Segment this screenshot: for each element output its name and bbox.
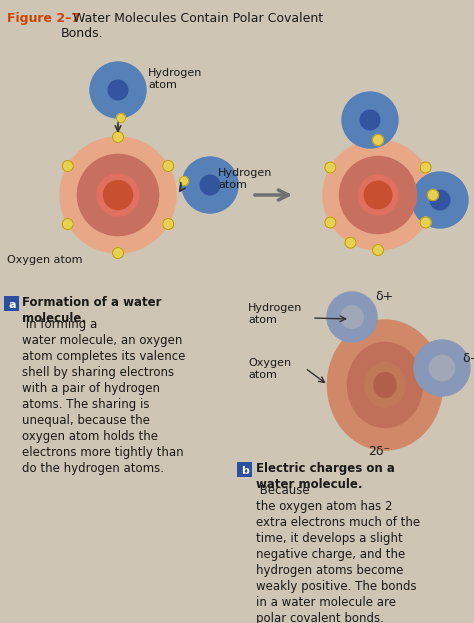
Text: Water Molecules Contain Polar Covalent
Bonds.: Water Molecules Contain Polar Covalent B… bbox=[61, 12, 323, 40]
Text: δ+: δ+ bbox=[375, 290, 393, 303]
Circle shape bbox=[103, 181, 133, 209]
Circle shape bbox=[62, 161, 73, 171]
Circle shape bbox=[420, 217, 431, 228]
Circle shape bbox=[341, 306, 363, 328]
Circle shape bbox=[339, 156, 417, 234]
Circle shape bbox=[62, 219, 73, 229]
Circle shape bbox=[327, 292, 377, 342]
Circle shape bbox=[429, 355, 455, 381]
Circle shape bbox=[112, 131, 124, 143]
Circle shape bbox=[345, 237, 356, 248]
Text: Because
the oxygen atom has 2
extra electrons much of the
time, it develops a sl: Because the oxygen atom has 2 extra elec… bbox=[256, 484, 420, 623]
Text: 2δ⁻: 2δ⁻ bbox=[368, 445, 390, 458]
Text: Oxygen atom: Oxygen atom bbox=[7, 255, 82, 265]
Text: In forming a
water molecule, an oxygen
atom completes its valence
shell by shari: In forming a water molecule, an oxygen a… bbox=[22, 318, 185, 475]
Circle shape bbox=[358, 175, 398, 215]
Circle shape bbox=[325, 162, 336, 173]
Circle shape bbox=[364, 181, 392, 209]
Circle shape bbox=[428, 189, 438, 201]
Text: a: a bbox=[8, 300, 16, 310]
Circle shape bbox=[112, 247, 124, 259]
Text: Hydrogen
atom: Hydrogen atom bbox=[148, 68, 202, 90]
Circle shape bbox=[373, 135, 383, 146]
FancyBboxPatch shape bbox=[4, 295, 19, 310]
Circle shape bbox=[373, 244, 383, 255]
Text: Hydrogen
atom: Hydrogen atom bbox=[248, 303, 302, 325]
Circle shape bbox=[163, 161, 174, 171]
Circle shape bbox=[414, 340, 470, 396]
Circle shape bbox=[360, 110, 380, 130]
Text: b: b bbox=[241, 466, 249, 476]
Ellipse shape bbox=[374, 373, 396, 397]
Circle shape bbox=[325, 217, 336, 228]
Circle shape bbox=[77, 155, 159, 235]
Text: Oxygen
atom: Oxygen atom bbox=[248, 358, 291, 379]
Ellipse shape bbox=[347, 343, 422, 427]
FancyBboxPatch shape bbox=[237, 462, 253, 477]
Circle shape bbox=[342, 92, 398, 148]
Circle shape bbox=[60, 137, 176, 253]
Circle shape bbox=[412, 172, 468, 228]
Text: Electric charges on a
water molecule.: Electric charges on a water molecule. bbox=[256, 462, 395, 491]
Ellipse shape bbox=[328, 320, 443, 450]
Circle shape bbox=[420, 162, 431, 173]
Circle shape bbox=[97, 174, 139, 216]
Circle shape bbox=[163, 219, 174, 229]
Circle shape bbox=[182, 157, 238, 213]
Circle shape bbox=[90, 62, 146, 118]
Circle shape bbox=[117, 113, 126, 123]
Text: Formation of a water
molecule.: Formation of a water molecule. bbox=[22, 296, 162, 325]
Text: Hydrogen
atom: Hydrogen atom bbox=[218, 168, 273, 189]
Circle shape bbox=[430, 190, 450, 210]
Circle shape bbox=[108, 80, 128, 100]
Text: Figure 2–7: Figure 2–7 bbox=[7, 12, 80, 25]
Ellipse shape bbox=[365, 363, 405, 407]
Text: δ+: δ+ bbox=[462, 351, 474, 364]
Circle shape bbox=[180, 176, 189, 186]
Circle shape bbox=[323, 140, 433, 250]
Circle shape bbox=[200, 175, 220, 195]
